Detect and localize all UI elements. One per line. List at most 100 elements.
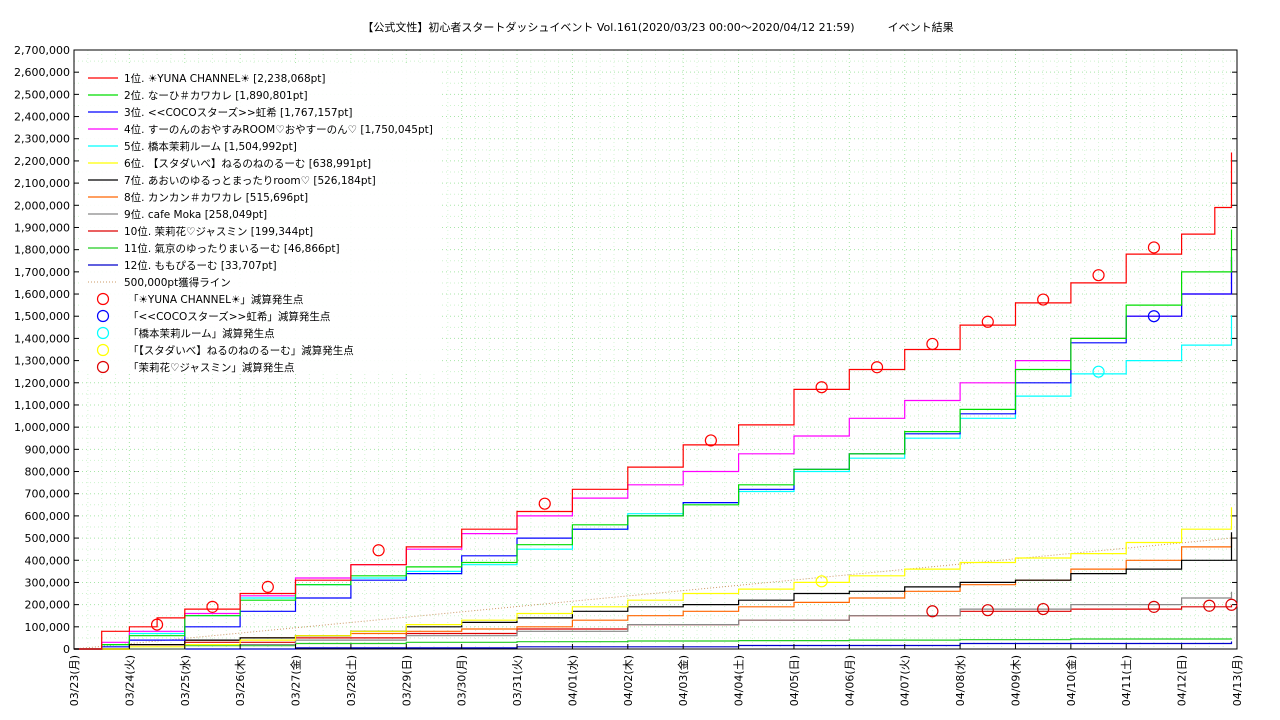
chart-title: 【公式文性】初心者スタートダッシュイベント Vol.161(2020/03/23… <box>362 20 953 34</box>
y-tick-label: 2,000,000 <box>14 199 70 212</box>
marker-point-5 <box>926 605 939 618</box>
marker-point-1 <box>372 544 385 557</box>
marker-point-4 <box>815 575 828 588</box>
legend-entry-10: 10位. 茉莉花♡ジャスミン [199,344pt] <box>124 225 313 238</box>
marker-point-1 <box>815 381 828 394</box>
legend-marker-4 <box>96 343 110 357</box>
x-axis: 03/23(月) 03/24(火) 03/25(水) 03/26(木) 03/27(金)… <box>68 644 1244 706</box>
legend-entry-12: 12位. ももぴるーむ [33,707pt] <box>124 259 277 272</box>
y-tick-label: 600,000 <box>25 510 71 523</box>
y-tick-label: 2,500,000 <box>14 88 70 101</box>
y-tick-label: 200,000 <box>25 599 71 612</box>
x-tick-label: 04/13(月) <box>1231 655 1244 706</box>
legend-entry-11: 11位. 氣京のゆったりまいるーむ [46,866pt] <box>124 242 340 255</box>
y-tick-label: 2,100,000 <box>14 177 70 190</box>
marker-point-1 <box>538 497 551 510</box>
x-tick-label: 04/12(日) <box>1176 655 1189 706</box>
x-tick-label: 04/07(火) <box>899 655 912 706</box>
x-tick-label: 03/27(金) <box>289 655 303 706</box>
x-tick-label: 03/23(月) <box>68 655 81 706</box>
x-tick-label: 04/04(土) <box>733 655 746 706</box>
marker-point-3 <box>1092 365 1105 378</box>
x-tick-label: 04/09(木) <box>1009 655 1022 706</box>
x-tick-label: 04/02(木) <box>622 655 635 706</box>
series-line-7 <box>74 532 1233 650</box>
series-layer <box>74 152 1233 650</box>
legend-marker-label-1: 「☀YUNA CHANNEL☀」減算発生点 <box>128 293 303 306</box>
marker-point-1 <box>261 580 274 593</box>
y-tick-label: 2,200,000 <box>14 155 70 168</box>
x-tick-label: 03/26(木) <box>234 655 247 706</box>
marker-point-1 <box>150 618 164 631</box>
marker-point-5 <box>1147 600 1161 613</box>
marker-layer <box>150 241 1238 631</box>
y-tick-label: 100,000 <box>25 621 71 634</box>
legend-entry-3: 3位. <<COCOスターズ>>虹希 [1,767,157pt] <box>124 106 352 119</box>
y-tick-label: 1,400,000 <box>14 332 70 345</box>
x-tick-label: 04/08(水) <box>954 655 967 706</box>
x-tick-label: 04/03(金) <box>676 655 690 706</box>
marker-point-2 <box>1147 310 1161 323</box>
x-tick-label: 03/28(土) <box>345 655 358 706</box>
y-tick-label: 1,900,000 <box>14 221 70 234</box>
plot-frame <box>73 49 1238 650</box>
y-tick-label: 2,600,000 <box>14 66 70 79</box>
y-tick-label: 2,300,000 <box>14 133 70 146</box>
legend-marker-2 <box>96 309 110 323</box>
marker-point-1 <box>1147 241 1161 254</box>
marker-point-5 <box>1203 599 1216 612</box>
legend-entry-reference: 500,000pt獲得ライン <box>124 276 231 289</box>
legend-entry-5: 5位. 橋本茉莉ルーム [1,504,992pt] <box>124 140 297 153</box>
y-tick-label: 1,200,000 <box>14 377 70 390</box>
marker-point-1 <box>870 361 884 374</box>
legend-entry-1: 1位. ☀YUNA CHANNEL☀ [2,238,068pt] <box>124 72 326 85</box>
legend-entry-6: 6位. 【スタダいべ】ねるのねのるーむ [638,991pt] <box>124 157 371 170</box>
legend-marker-1 <box>96 292 110 306</box>
y-tick-label: 900,000 <box>25 443 71 456</box>
y-tick-label: 1,500,000 <box>14 310 70 323</box>
x-tick-label: 03/30(月) <box>456 655 469 706</box>
marker-point-1 <box>926 337 939 351</box>
legend-entry-2: 2位. なーひ＃カワカレ [1,890,801pt] <box>124 89 308 102</box>
x-tick-label: 04/06(月) <box>843 655 856 706</box>
x-tick-label: 04/05(日) <box>788 655 801 706</box>
x-tick-label: 03/25(水) <box>179 655 192 706</box>
marker-point-1 <box>704 434 717 447</box>
marker-point-1 <box>1037 293 1050 306</box>
legend-entry-8: 8位. カンカン＃カワカレ [515,696pt] <box>124 191 308 204</box>
series-line-6 <box>74 507 1233 650</box>
legend: 1位. ☀YUNA CHANNEL☀ [2,238,068pt] 2位. なーひ＃… <box>80 66 440 374</box>
x-tick-label: 04/11(土) <box>1120 655 1133 706</box>
legend-marker-5 <box>96 360 110 374</box>
y-tick-label: 2,700,000 <box>14 44 70 57</box>
legend-marker-label-3: 「橋本茉莉ルーム」減算発生点 <box>128 327 275 340</box>
legend-marker-3 <box>96 326 110 340</box>
y-tick-label: 1,000,000 <box>14 421 70 434</box>
series-line-1 <box>74 152 1233 650</box>
x-tick-label: 03/24(火) <box>123 655 136 706</box>
y-tick-label: 1,600,000 <box>14 288 70 301</box>
marker-point-5 <box>981 604 994 617</box>
x-tick-label: 03/29(日) <box>400 655 413 706</box>
y-tick-label: 1,800,000 <box>14 244 70 257</box>
series-line-9 <box>74 591 1233 650</box>
legend-entry-7: 7位. あおいのゆるっとまったりroom♡ [526,184pt] <box>124 174 376 187</box>
marker-point-1 <box>1092 269 1105 282</box>
x-tick-label: 04/10(金) <box>1064 655 1078 706</box>
y-tick-label: 700,000 <box>25 488 71 501</box>
legend-marker-label-5: 「茉莉花♡ジャスミン」減算発生点 <box>128 361 294 374</box>
y-tick-label: 300,000 <box>25 576 71 589</box>
y-tick-label: 500,000 <box>25 532 71 545</box>
x-tick-label: 04/01(水) <box>566 655 579 706</box>
y-tick-label: 2,400,000 <box>14 111 70 124</box>
legend-marker-label-4: 「【スタダいべ】ねるのねのるーむ」減算発生点 <box>128 344 354 357</box>
y-tick-label: 1,700,000 <box>14 266 70 279</box>
y-tick-label: 800,000 <box>25 466 71 479</box>
y-tick-label: 0 <box>63 643 70 656</box>
marker-point-1 <box>981 315 994 328</box>
legend-box <box>80 66 440 374</box>
legend-entry-9: 9位. cafe Moka [258,049pt] <box>124 208 267 221</box>
marker-point-1 <box>206 600 219 613</box>
y-tick-label: 1,100,000 <box>14 399 70 412</box>
series-line-2 <box>74 229 1233 650</box>
